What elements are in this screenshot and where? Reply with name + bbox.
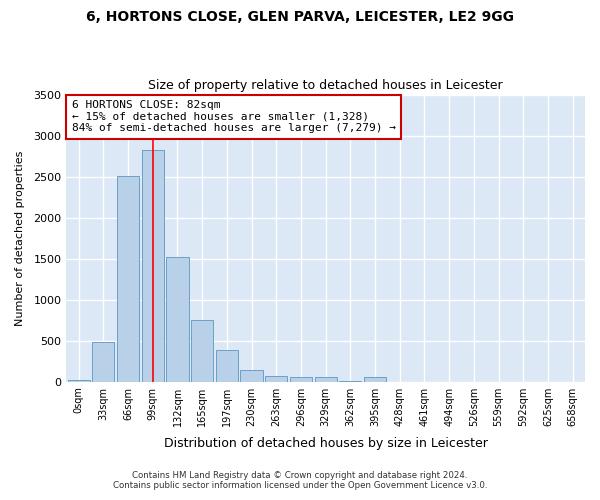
Bar xyxy=(191,320,213,382)
Bar xyxy=(314,377,337,382)
Y-axis label: Number of detached properties: Number of detached properties xyxy=(15,150,25,326)
Bar xyxy=(117,176,139,382)
Text: 6, HORTONS CLOSE, GLEN PARVA, LEICESTER, LE2 9GG: 6, HORTONS CLOSE, GLEN PARVA, LEICESTER,… xyxy=(86,10,514,24)
Bar xyxy=(166,257,188,382)
Bar xyxy=(92,342,115,382)
X-axis label: Distribution of detached houses by size in Leicester: Distribution of detached houses by size … xyxy=(164,437,488,450)
Title: Size of property relative to detached houses in Leicester: Size of property relative to detached ho… xyxy=(148,79,503,92)
Text: 6 HORTONS CLOSE: 82sqm
← 15% of detached houses are smaller (1,328)
84% of semi-: 6 HORTONS CLOSE: 82sqm ← 15% of detached… xyxy=(71,100,395,134)
Bar xyxy=(142,150,164,382)
Bar xyxy=(216,350,238,382)
Bar xyxy=(241,370,263,382)
Text: Contains HM Land Registry data © Crown copyright and database right 2024.
Contai: Contains HM Land Registry data © Crown c… xyxy=(113,470,487,490)
Bar xyxy=(364,377,386,382)
Bar xyxy=(265,376,287,382)
Bar xyxy=(290,377,312,382)
Bar xyxy=(68,380,90,382)
